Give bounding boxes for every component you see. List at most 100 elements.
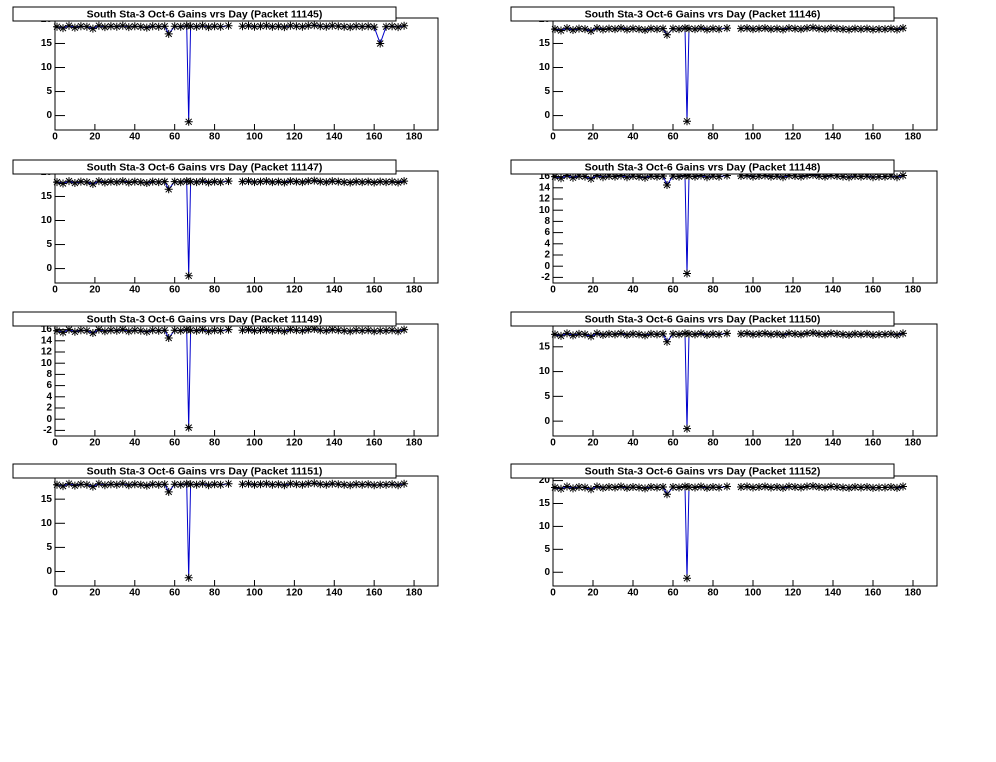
y-tick-label: 0 [46,263,52,274]
point-marker [635,172,643,181]
point-marker [310,21,319,30]
point-marker [298,178,307,187]
point-marker [791,329,799,338]
x-tick-label: 20 [89,132,101,143]
point-marker [216,22,225,31]
x-tick-label: 160 [865,285,882,296]
point-marker [785,171,793,180]
point-marker [785,482,793,491]
point-marker [641,331,649,340]
point-marker [881,172,889,181]
point-marker [192,326,201,335]
point-marker [148,480,157,489]
point-marker [346,23,355,32]
point-marker [112,480,121,489]
point-marker [899,482,907,491]
point-marker [136,480,145,489]
point-marker [280,327,289,336]
point-marker [238,480,247,489]
point-marker [709,24,717,33]
point-marker [767,330,775,339]
point-marker [82,480,91,489]
point-marker [340,480,349,489]
point-marker [581,330,589,339]
point-marker [683,117,691,126]
point-marker [857,25,865,34]
point-marker [388,177,397,186]
point-marker [142,327,151,336]
point-marker [875,483,883,492]
point-marker [154,178,163,187]
point-marker [370,481,379,490]
point-marker [65,177,73,186]
point-marker [875,172,883,181]
x-tick-label: 80 [209,132,221,143]
point-marker [575,483,583,491]
point-marker [65,325,73,334]
point-marker [809,170,817,179]
point-marker [65,479,73,488]
point-marker [875,330,883,339]
point-marker [160,22,169,31]
point-marker [310,479,319,488]
point-marker [599,173,607,182]
point-marker [863,24,871,33]
point-marker [557,331,565,340]
x-tick-label: 60 [169,132,181,143]
y-tick-label: 6 [46,380,52,391]
point-marker [250,480,259,489]
point-marker [685,24,693,33]
point-marker [170,480,179,489]
point-marker [198,325,207,334]
x-tick-label: 60 [169,438,181,449]
point-marker [88,24,97,33]
point-marker [723,171,731,180]
point-marker [358,22,367,31]
point-marker [170,177,179,186]
point-marker [176,326,185,335]
point-marker [112,22,121,31]
point-marker [803,171,811,180]
point-marker [887,483,895,491]
x-tick-label: 100 [745,438,762,449]
point-marker [761,482,769,491]
point-marker [803,24,811,33]
point-marker [244,177,253,186]
point-marker [815,483,823,491]
point-marker [587,174,595,183]
point-marker [617,329,625,338]
x-tick-label: 180 [406,132,423,143]
point-marker [863,172,871,180]
point-marker [659,24,667,33]
point-marker [106,177,115,186]
chart-title: South Sta-3 Oct-6 Gains vrs Day (Packet … [87,313,323,325]
point-marker [551,483,559,492]
point-marker [599,25,607,34]
point-marker [65,21,73,30]
y-tick-label: 10 [539,366,551,377]
point-marker [623,330,631,339]
x-tick-label: 120 [785,132,802,143]
point-marker [204,23,213,32]
point-marker [605,483,613,491]
y-tick-label: 20 [539,475,551,486]
point-marker [186,480,195,489]
point-marker [791,24,799,33]
point-marker [821,483,829,492]
point-marker [659,483,667,491]
point-marker [370,327,379,336]
y-tick-label: -2 [541,272,550,283]
y-tick-label: 12 [41,347,53,358]
point-marker [875,25,883,34]
x-tick-label: 80 [209,285,221,296]
point-marker [893,483,901,492]
point-marker [893,330,901,339]
point-marker [629,329,637,338]
point-marker [82,22,91,31]
point-marker [292,326,301,335]
point-marker [304,479,313,488]
point-marker [575,172,583,180]
point-marker [593,24,601,33]
x-tick-label: 120 [785,588,802,599]
y-tick-label: 15 [41,494,53,505]
